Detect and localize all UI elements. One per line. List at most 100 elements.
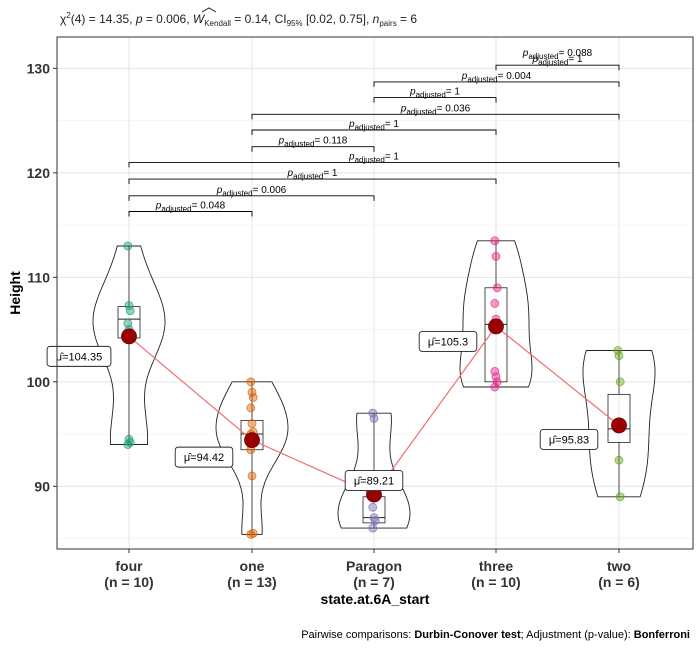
n-symbol: n (373, 12, 380, 26)
chi-value: (4) = 14.35, (71, 12, 136, 26)
mean-label-box-one (174, 446, 234, 468)
bracket-p-subscript: adjusted (528, 52, 558, 61)
point-two (615, 492, 625, 502)
caption-test: Durbin-Conover test (414, 629, 521, 641)
x-axis-label: state.at.6A_start (321, 591, 430, 607)
bracket-p-value: = 0.036 (437, 103, 471, 114)
bracket-p-symbol: p (522, 48, 529, 59)
mean-point-four (121, 328, 137, 345)
point-two (614, 351, 624, 361)
point-two (615, 377, 625, 387)
chi-symbol: χ (60, 12, 67, 26)
mean-label-box-four (46, 345, 112, 367)
x-tick-label-four: four (115, 558, 143, 574)
point-one (247, 471, 257, 481)
bracket-p-value: = 0.006 (253, 185, 287, 196)
bracket-4 (251, 146, 375, 152)
point-one (246, 529, 256, 539)
mean-label-box-Paragon (344, 470, 404, 492)
w-symbol: W (193, 12, 206, 26)
point-three (492, 377, 502, 387)
bracket-p-symbol: p (155, 200, 162, 211)
point-one (246, 403, 256, 413)
bracket-p-value: = 0.004 (498, 71, 532, 82)
w-hat (201, 7, 217, 13)
bracket-p-symbol: p (409, 87, 416, 98)
violin-four (92, 245, 166, 445)
bracket-p-value: = 0.088 (559, 48, 593, 59)
x-tick-count-two: (n = 6) (598, 574, 640, 590)
bracket-p-symbol: p (461, 71, 468, 82)
y-axis-label: Height (7, 271, 23, 315)
mean-label-one: μ̂=94.42 (184, 452, 224, 464)
mean-label-three: μ̂=105.3 (428, 336, 468, 348)
chi-superscript: 2 (66, 11, 71, 20)
bracket-p-subscript: adjusted (538, 58, 568, 67)
bracket-1 (128, 195, 375, 201)
point-one (246, 377, 256, 387)
box-two (607, 393, 631, 443)
x-tick-label-Paragon: Paragon (346, 558, 402, 574)
bracket-p-subscript: adjusted (161, 204, 191, 213)
p-value: = 0.006, (143, 12, 193, 26)
bracket-p-subscript: adjusted (406, 107, 436, 116)
bracket-p-value: = 1 (568, 54, 583, 65)
y-tick-label: 110 (27, 269, 50, 285)
point-three (490, 299, 500, 308)
point-Paragon (368, 502, 378, 512)
p-symbol: p (135, 12, 143, 26)
point-three (491, 372, 501, 381)
bracket-label-4: padjusted= 0.118 (278, 136, 348, 149)
grid (57, 37, 693, 549)
bracket-p-subscript: adjusted (293, 172, 323, 181)
bracket-label-8: padjusted= 0.004 (461, 71, 532, 84)
x-tick-label-one: one (240, 558, 265, 574)
chart-subtitle: χ2(4) = 14.35, p = 0.006, WKendall = 0.1… (60, 11, 417, 28)
bracket-label-7: padjusted= 1 (409, 87, 460, 100)
y-tick-label: 130 (27, 60, 51, 76)
violin-one (215, 381, 289, 535)
ci-subscript: 95% (287, 19, 303, 28)
caption-middle: ; Adjustment (p-value): (521, 629, 634, 641)
bracket-6 (251, 113, 620, 120)
bracket-p-subscript: adjusted (355, 155, 385, 164)
plot-border (56, 36, 694, 550)
point-three (491, 252, 501, 261)
point-three (492, 283, 502, 293)
bracket-p-value: = 1 (385, 151, 400, 162)
point-Paragon (369, 413, 379, 423)
bracket-p-symbol: p (216, 185, 223, 196)
y-axis: 90 100 110 120 130 (27, 60, 57, 494)
bracket-label-2: padjusted= 1 (287, 168, 338, 181)
x-axis: four(n = 10)one(n = 13)Paragon(n = 7)thr… (104, 549, 640, 590)
caption: Pairwise comparisons: Durbin-Conover tes… (301, 629, 690, 641)
bracket-8 (373, 81, 620, 87)
bracket-p-symbol: p (278, 136, 285, 147)
bracket-2 (128, 178, 497, 185)
bracket-label-5: padjusted= 1 (348, 119, 399, 132)
bracket-0 (128, 211, 253, 217)
point-one (248, 528, 258, 538)
y-tick-label: 120 (27, 165, 51, 181)
ci-value: [0.02, 0.75], (303, 12, 373, 26)
mean-label-box-three (418, 330, 478, 352)
w-value: = 0.14, CI (231, 12, 287, 26)
bracket-p-subscript: adjusted (416, 91, 446, 100)
bracket-3 (128, 161, 620, 168)
n-subscript: pairs (379, 19, 396, 28)
point-one (248, 393, 258, 402)
bracket-p-symbol: p (348, 119, 355, 130)
point-four (124, 301, 134, 310)
mean-label-box-two (539, 428, 599, 450)
bracket-p-value: = 1 (323, 168, 338, 179)
x-tick-label-three: three (479, 558, 513, 574)
bracket-p-value: = 1 (446, 87, 461, 98)
x-tick-count-three: (n = 10) (471, 574, 520, 590)
y-tick-label: 90 (34, 478, 50, 494)
x-tick-count-Paragon: (n = 7) (353, 574, 395, 590)
bracket-label-0: padjusted= 0.048 (155, 200, 226, 213)
point-three (490, 236, 500, 246)
x-tick-count-four: (n = 10) (104, 574, 153, 590)
